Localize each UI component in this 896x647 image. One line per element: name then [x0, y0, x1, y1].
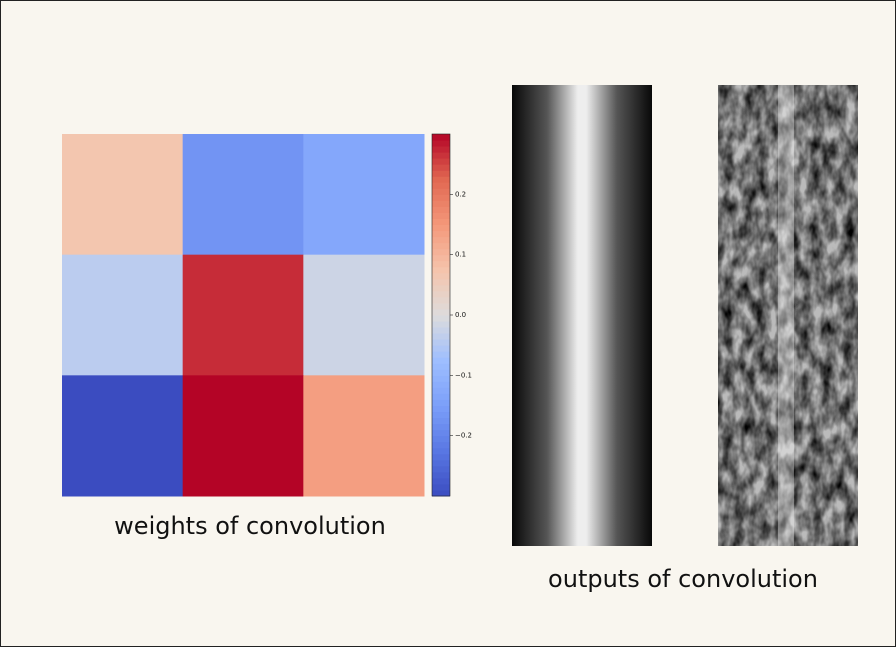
heatmap-cell: [62, 254, 184, 376]
colorbar-segment: [432, 266, 450, 274]
colorbar-segment: [432, 453, 450, 461]
heatmap-cell: [62, 134, 184, 256]
colorbar-segment: [432, 302, 450, 310]
colorbar-segment: [432, 182, 450, 189]
colorbar-segment: [432, 399, 450, 406]
colorbar-segment: [432, 351, 450, 358]
colorbar-segment: [432, 164, 450, 171]
heatmap-cell: [303, 134, 425, 256]
colorbar-segment: [432, 483, 450, 491]
colorbar-segment: [432, 170, 450, 177]
output-images: [512, 85, 858, 546]
colorbar-segment: [432, 321, 450, 328]
colorbar-segment: [432, 290, 450, 298]
colorbar-segment: [432, 212, 450, 219]
colorbar-segment: [432, 375, 450, 382]
colorbar-segment: [432, 296, 450, 304]
colorbar-segment: [432, 381, 450, 388]
colorbar-tick-label: 0.2: [455, 190, 466, 198]
colorbar-segment: [432, 315, 450, 322]
output-image-2-texture: [718, 85, 858, 546]
colorbar-segment: [432, 417, 450, 425]
colorbar-segment: [432, 206, 450, 213]
colorbar-segment: [432, 254, 450, 262]
weights-caption: weights of convolution: [114, 512, 386, 540]
colorbar-segment: [432, 369, 450, 376]
colorbar-segment: [432, 308, 450, 316]
colorbar-segment: [432, 176, 450, 183]
colorbar-segment: [432, 278, 450, 286]
heatmap-cell: [182, 254, 304, 376]
colorbar-segment: [432, 489, 450, 497]
colorbar-segment: [432, 146, 450, 153]
colorbar-segment: [432, 140, 450, 147]
colorbar-segment: [432, 152, 450, 159]
colorbar-segment: [432, 435, 450, 443]
heatmap-cell: [62, 375, 184, 497]
colorbar-segment: [432, 447, 450, 455]
colorbar-segment: [432, 272, 450, 280]
colorbar-segment: [432, 230, 450, 238]
colorbar-segment: [432, 188, 450, 195]
colorbar-segment: [432, 200, 450, 207]
heatmap-cell: [303, 254, 425, 376]
colorbar-tick-label: −0.2: [455, 432, 472, 440]
colorbar-segment: [432, 441, 450, 449]
heatmap-cell: [303, 375, 425, 497]
colorbar-segment: [432, 339, 450, 346]
colorbar-segment: [432, 357, 450, 364]
colorbar-segment: [432, 477, 450, 485]
colorbar-segment: [432, 284, 450, 292]
colorbar-segment: [432, 218, 450, 225]
colorbar-segment: [432, 471, 450, 479]
colorbar-segment: [432, 465, 450, 473]
colorbar-segment: [432, 134, 450, 141]
colorbar-tick-label: 0.1: [455, 251, 466, 259]
colorbar-segment: [432, 411, 450, 419]
colorbar-segment: [432, 333, 450, 340]
colorbar-segment: [432, 224, 450, 232]
output-image-2-ridge: [778, 85, 794, 546]
heatmap-cell: [182, 375, 304, 497]
colorbar-segment: [432, 393, 450, 400]
colorbar-segment: [432, 248, 450, 256]
colorbar-segment: [432, 327, 450, 334]
colorbar-tick-label: −0.1: [455, 371, 472, 379]
colorbar-segment: [432, 242, 450, 250]
colorbar-tick-label: 0.0: [455, 311, 466, 319]
outputs-caption: outputs of convolution: [548, 565, 818, 593]
colorbar-segment: [432, 423, 450, 431]
colorbar-segment: [432, 345, 450, 352]
colorbar-segment: [432, 194, 450, 201]
colorbar-segment: [432, 236, 450, 244]
colorbar-segment: [432, 158, 450, 165]
colorbar-segment: [432, 260, 450, 268]
colorbar-segment: [432, 405, 450, 413]
colorbar-segment: [432, 363, 450, 370]
heatmap-cell: [182, 134, 304, 256]
output-image-1: [512, 85, 652, 546]
colorbar-segment: [432, 429, 450, 437]
colorbar-segment: [432, 387, 450, 394]
colorbar-segment: [432, 459, 450, 467]
